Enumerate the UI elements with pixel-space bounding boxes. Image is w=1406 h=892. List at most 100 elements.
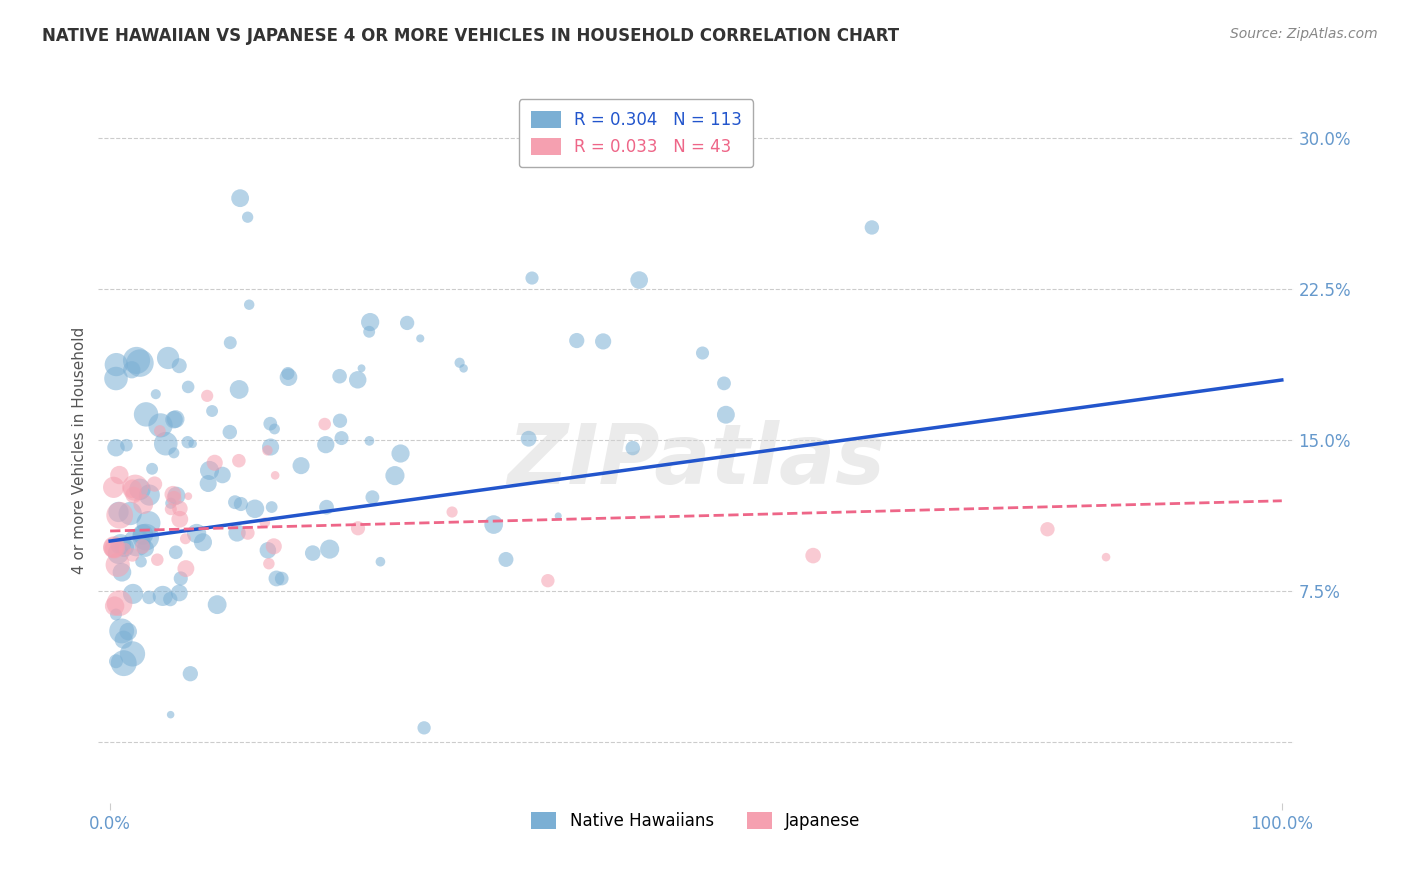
Point [218, 425, 240, 439]
Point [290, 458, 312, 473]
Point [370, 555, 392, 569]
Point [135, 530, 157, 544]
Point [219, 335, 242, 350]
Text: NATIVE HAWAIIAN VS JAPANESE 4 OR MORE VEHICLES IN HOUSEHOLD CORRELATION CHART: NATIVE HAWAIIAN VS JAPANESE 4 OR MORE VE… [42, 27, 900, 45]
Point [453, 361, 475, 376]
Point [104, 599, 127, 613]
Point [121, 647, 143, 661]
Point [176, 435, 198, 450]
Point [157, 351, 180, 365]
Point [105, 371, 128, 385]
Point [201, 404, 224, 418]
Point [592, 334, 614, 349]
Point [520, 271, 543, 285]
Point [160, 496, 183, 510]
Y-axis label: 4 or more Vehicles in Household: 4 or more Vehicles in Household [72, 326, 87, 574]
Point [229, 191, 252, 205]
Point [177, 489, 200, 503]
Point [413, 721, 436, 735]
Point [167, 359, 190, 373]
Point [449, 356, 471, 370]
Point [134, 541, 156, 556]
Point [138, 488, 160, 502]
Point [228, 383, 250, 397]
Point [186, 526, 208, 541]
Point [174, 561, 197, 575]
Point [359, 315, 381, 329]
Point [1036, 522, 1059, 536]
Point [170, 571, 193, 585]
Point [181, 437, 204, 451]
Point [263, 539, 285, 553]
Point [714, 408, 737, 422]
Point [441, 505, 464, 519]
Point [547, 508, 569, 523]
Point [129, 555, 152, 569]
Point [211, 468, 233, 483]
Point [228, 453, 250, 467]
Point [159, 707, 181, 722]
Point [143, 477, 166, 491]
Point [277, 370, 299, 384]
Point [359, 325, 381, 339]
Point [155, 436, 177, 450]
Point [115, 438, 138, 452]
Point [122, 587, 145, 601]
Point [346, 373, 368, 387]
Point [384, 468, 406, 483]
Point [628, 273, 651, 287]
Point [107, 546, 129, 560]
Point [257, 543, 280, 558]
Point [347, 521, 370, 535]
Point [103, 541, 125, 556]
Point [159, 592, 181, 607]
Point [108, 468, 131, 483]
Point [191, 535, 214, 549]
Point [801, 549, 824, 563]
Point [145, 387, 167, 401]
Point [266, 571, 288, 585]
Point [1095, 550, 1118, 565]
Point [169, 512, 191, 526]
Point [105, 607, 128, 622]
Point [160, 502, 183, 516]
Point [238, 298, 260, 312]
Point [263, 422, 285, 436]
Point [621, 441, 644, 455]
Point [108, 508, 131, 523]
Point [105, 654, 128, 668]
Point [121, 548, 143, 562]
Point [131, 540, 153, 554]
Point [243, 501, 266, 516]
Point [111, 624, 134, 638]
Point [259, 440, 281, 454]
Point [124, 481, 146, 495]
Point [129, 356, 152, 370]
Point [277, 367, 299, 381]
Point [165, 545, 187, 559]
Point [229, 497, 252, 511]
Point [495, 552, 517, 566]
Point [256, 443, 278, 458]
Point [330, 431, 353, 445]
Point [174, 532, 197, 546]
Point [389, 446, 412, 460]
Point [565, 334, 588, 348]
Point [257, 557, 280, 571]
Point [329, 414, 352, 428]
Point [112, 541, 135, 555]
Point [111, 566, 134, 580]
Point [264, 468, 287, 483]
Point [179, 666, 201, 681]
Point [260, 500, 283, 514]
Point [129, 483, 152, 497]
Point [204, 456, 226, 470]
Point [163, 412, 186, 426]
Point [177, 380, 200, 394]
Point [135, 408, 157, 422]
Point [236, 525, 259, 540]
Point [141, 462, 163, 476]
Point [163, 491, 186, 506]
Point [314, 417, 336, 431]
Point [537, 574, 560, 588]
